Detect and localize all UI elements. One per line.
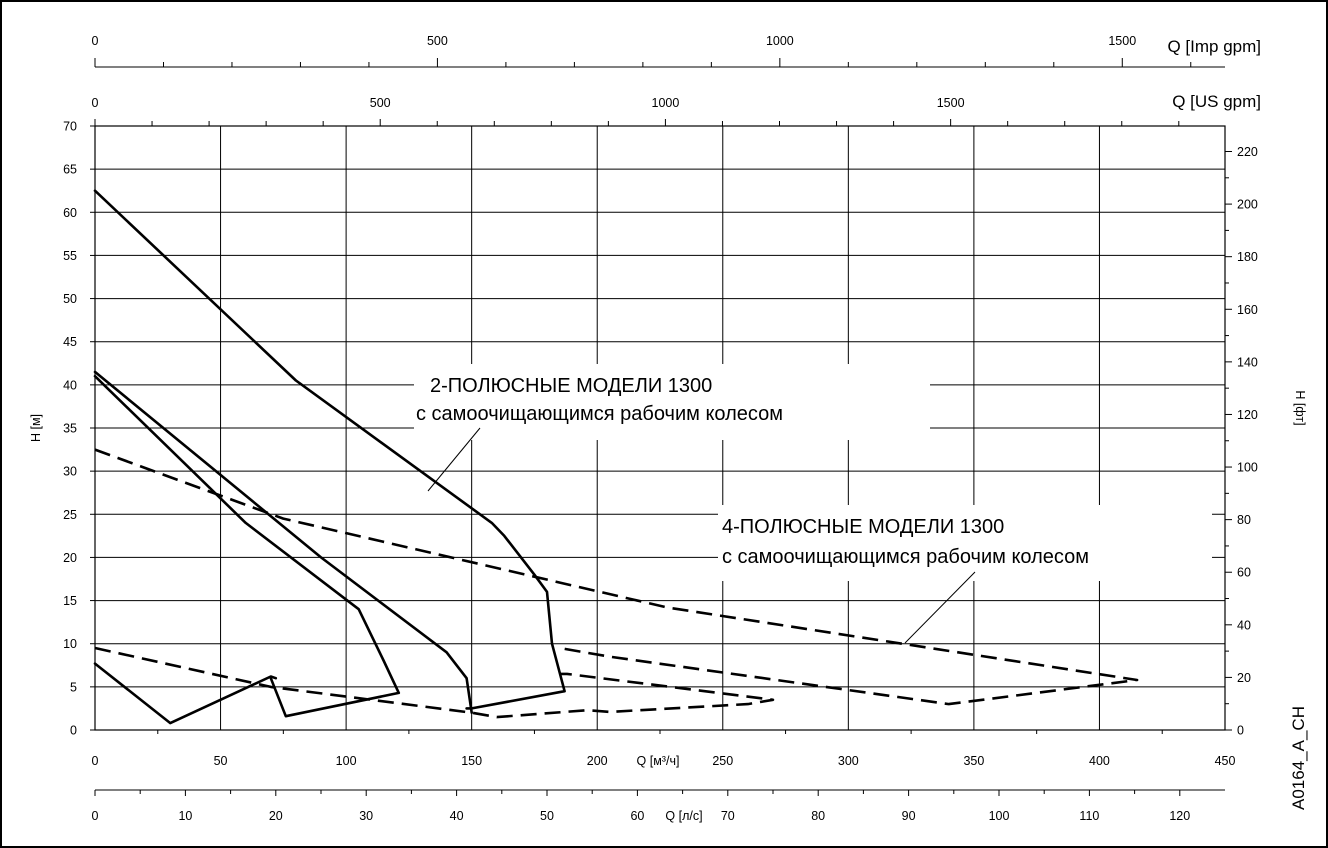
bottom-m3h-axis: 0 50 100 150 200 250 300 350 400 450 <box>92 730 1236 768</box>
bottom-tick-label: 400 <box>1089 754 1110 768</box>
figure-id: A0164_A_CH <box>1289 706 1308 810</box>
left-tick-label: 15 <box>63 594 77 608</box>
right-h-ft-axis: 0 20 40 60 80 100 120 140 160 180 200 220 <box>1225 145 1258 738</box>
imp-gpm-tick-label: 500 <box>427 34 448 48</box>
annotation-2pole-title: 2-ПОЛЮСНЫЕ МОДЕЛИ 1300 <box>430 375 712 397</box>
series-line-2-pole-solid <box>93 374 401 718</box>
left-tick-label: 10 <box>63 637 77 651</box>
us-gpm-tick-label: 0 <box>92 96 99 110</box>
left-tick-label: 65 <box>63 163 77 177</box>
right-tick-label: 0 <box>1237 724 1244 738</box>
annotation-4pole-subtitle: с самоочищающимся рабочим колесом <box>722 546 1089 568</box>
us-gpm-tick-label: 1000 <box>652 96 680 110</box>
imp-gpm-tick-label: 1500 <box>1108 34 1136 48</box>
bottom-tick-label: 300 <box>838 754 859 768</box>
series-line-2-pole-solid <box>93 370 474 715</box>
imp-gpm-tick-label: 0 <box>92 34 99 48</box>
left-tick-label: 20 <box>63 551 77 565</box>
left-tick-label: 55 <box>63 249 77 263</box>
ls-tick-label: 70 <box>721 809 735 823</box>
right-tick-label: 120 <box>1237 408 1258 422</box>
imp-gpm-axis: 0 500 1000 1500 <box>92 34 1225 68</box>
left-tick-label: 25 <box>63 508 77 522</box>
left-tick-label: 40 <box>63 378 77 392</box>
right-tick-label: 100 <box>1237 461 1258 475</box>
ls-tick-label: 0 <box>92 809 99 823</box>
annotation-4pole-box <box>718 505 1212 581</box>
series-line-2-pole-solid <box>93 662 278 725</box>
series-line-4-pole-dashed <box>94 646 775 719</box>
left-tick-label: 35 <box>63 422 77 436</box>
bottom-tick-label: 0 <box>92 754 99 768</box>
right-tick-label: 140 <box>1237 355 1258 369</box>
right-tick-label: 200 <box>1237 198 1258 212</box>
bottom-tick-label: 50 <box>214 754 228 768</box>
imp-gpm-axis-label: Q [Imp gpm] <box>1167 37 1261 56</box>
right-tick-label: 20 <box>1237 671 1251 685</box>
left-tick-label: 0 <box>70 724 77 738</box>
ls-axis-label: Q [л/с] <box>665 809 702 823</box>
ls-tick-label: 20 <box>269 809 283 823</box>
bottom-tick-label: 100 <box>336 754 357 768</box>
ls-tick-label: 60 <box>630 809 644 823</box>
left-tick-label: 60 <box>63 206 77 220</box>
annotation-2pole-subtitle: с самоочищающимся рабочим колесом <box>416 403 783 425</box>
left-tick-label: 5 <box>70 680 77 694</box>
left-tick-label: 50 <box>63 292 77 306</box>
bottom-tick-label: 200 <box>587 754 608 768</box>
left-tick-label: 70 <box>63 120 77 134</box>
bottom-tick-label: 450 <box>1215 754 1236 768</box>
right-tick-label: 40 <box>1237 618 1251 632</box>
right-tick-label: 80 <box>1237 513 1251 527</box>
ls-tick-label: 90 <box>902 809 916 823</box>
ls-tick-label: 110 <box>1079 809 1099 823</box>
left-h-m-axis: 0 5 10 15 20 25 30 35 40 45 50 55 60 65 70 <box>63 120 95 738</box>
series-line-2-pole-solid <box>93 189 566 710</box>
right-tick-label: 180 <box>1237 250 1258 264</box>
bottom-tick-label: 250 <box>712 754 733 768</box>
ls-axis: 0 10 20 30 40 50 60 70 80 90 100 110 120 <box>92 789 1225 823</box>
ls-tick-label: 50 <box>540 809 554 823</box>
bottom-tick-label: 350 <box>963 754 984 768</box>
annotation-2pole-leader <box>427 427 481 492</box>
right-tick-label: 160 <box>1237 303 1258 317</box>
imp-gpm-tick-label: 1000 <box>766 34 794 48</box>
ls-tick-label: 100 <box>989 809 1010 823</box>
annotation-4pole-leader <box>904 571 976 644</box>
annotation-4pole-title: 4-ПОЛЮСНЫЕ МОДЕЛИ 1300 <box>722 516 1004 538</box>
ls-tick-label: 40 <box>450 809 464 823</box>
us-gpm-tick-label: 500 <box>370 96 391 110</box>
us-gpm-tick-label: 1500 <box>937 96 965 110</box>
series-line-4-pole-dashed <box>94 448 1139 706</box>
bottom-axis-label: Q [м³/ч] <box>637 754 680 768</box>
left-axis-label: H [м] <box>29 414 43 442</box>
bottom-tick-label: 150 <box>461 754 482 768</box>
left-tick-label: 30 <box>63 465 77 479</box>
ls-tick-label: 120 <box>1169 809 1190 823</box>
left-tick-label: 45 <box>63 335 77 349</box>
right-tick-label: 220 <box>1237 145 1258 159</box>
ls-tick-label: 80 <box>811 809 825 823</box>
plot-frame <box>94 125 1226 731</box>
series-layer <box>93 125 1226 731</box>
ls-tick-label: 30 <box>359 809 373 823</box>
right-axis-label: H [фт] <box>1293 390 1307 425</box>
annotation-2pole-box <box>414 364 930 440</box>
us-gpm-axis-label: Q [US gpm] <box>1172 92 1261 111</box>
right-tick-label: 60 <box>1237 566 1251 580</box>
ls-tick-label: 10 <box>178 809 192 823</box>
